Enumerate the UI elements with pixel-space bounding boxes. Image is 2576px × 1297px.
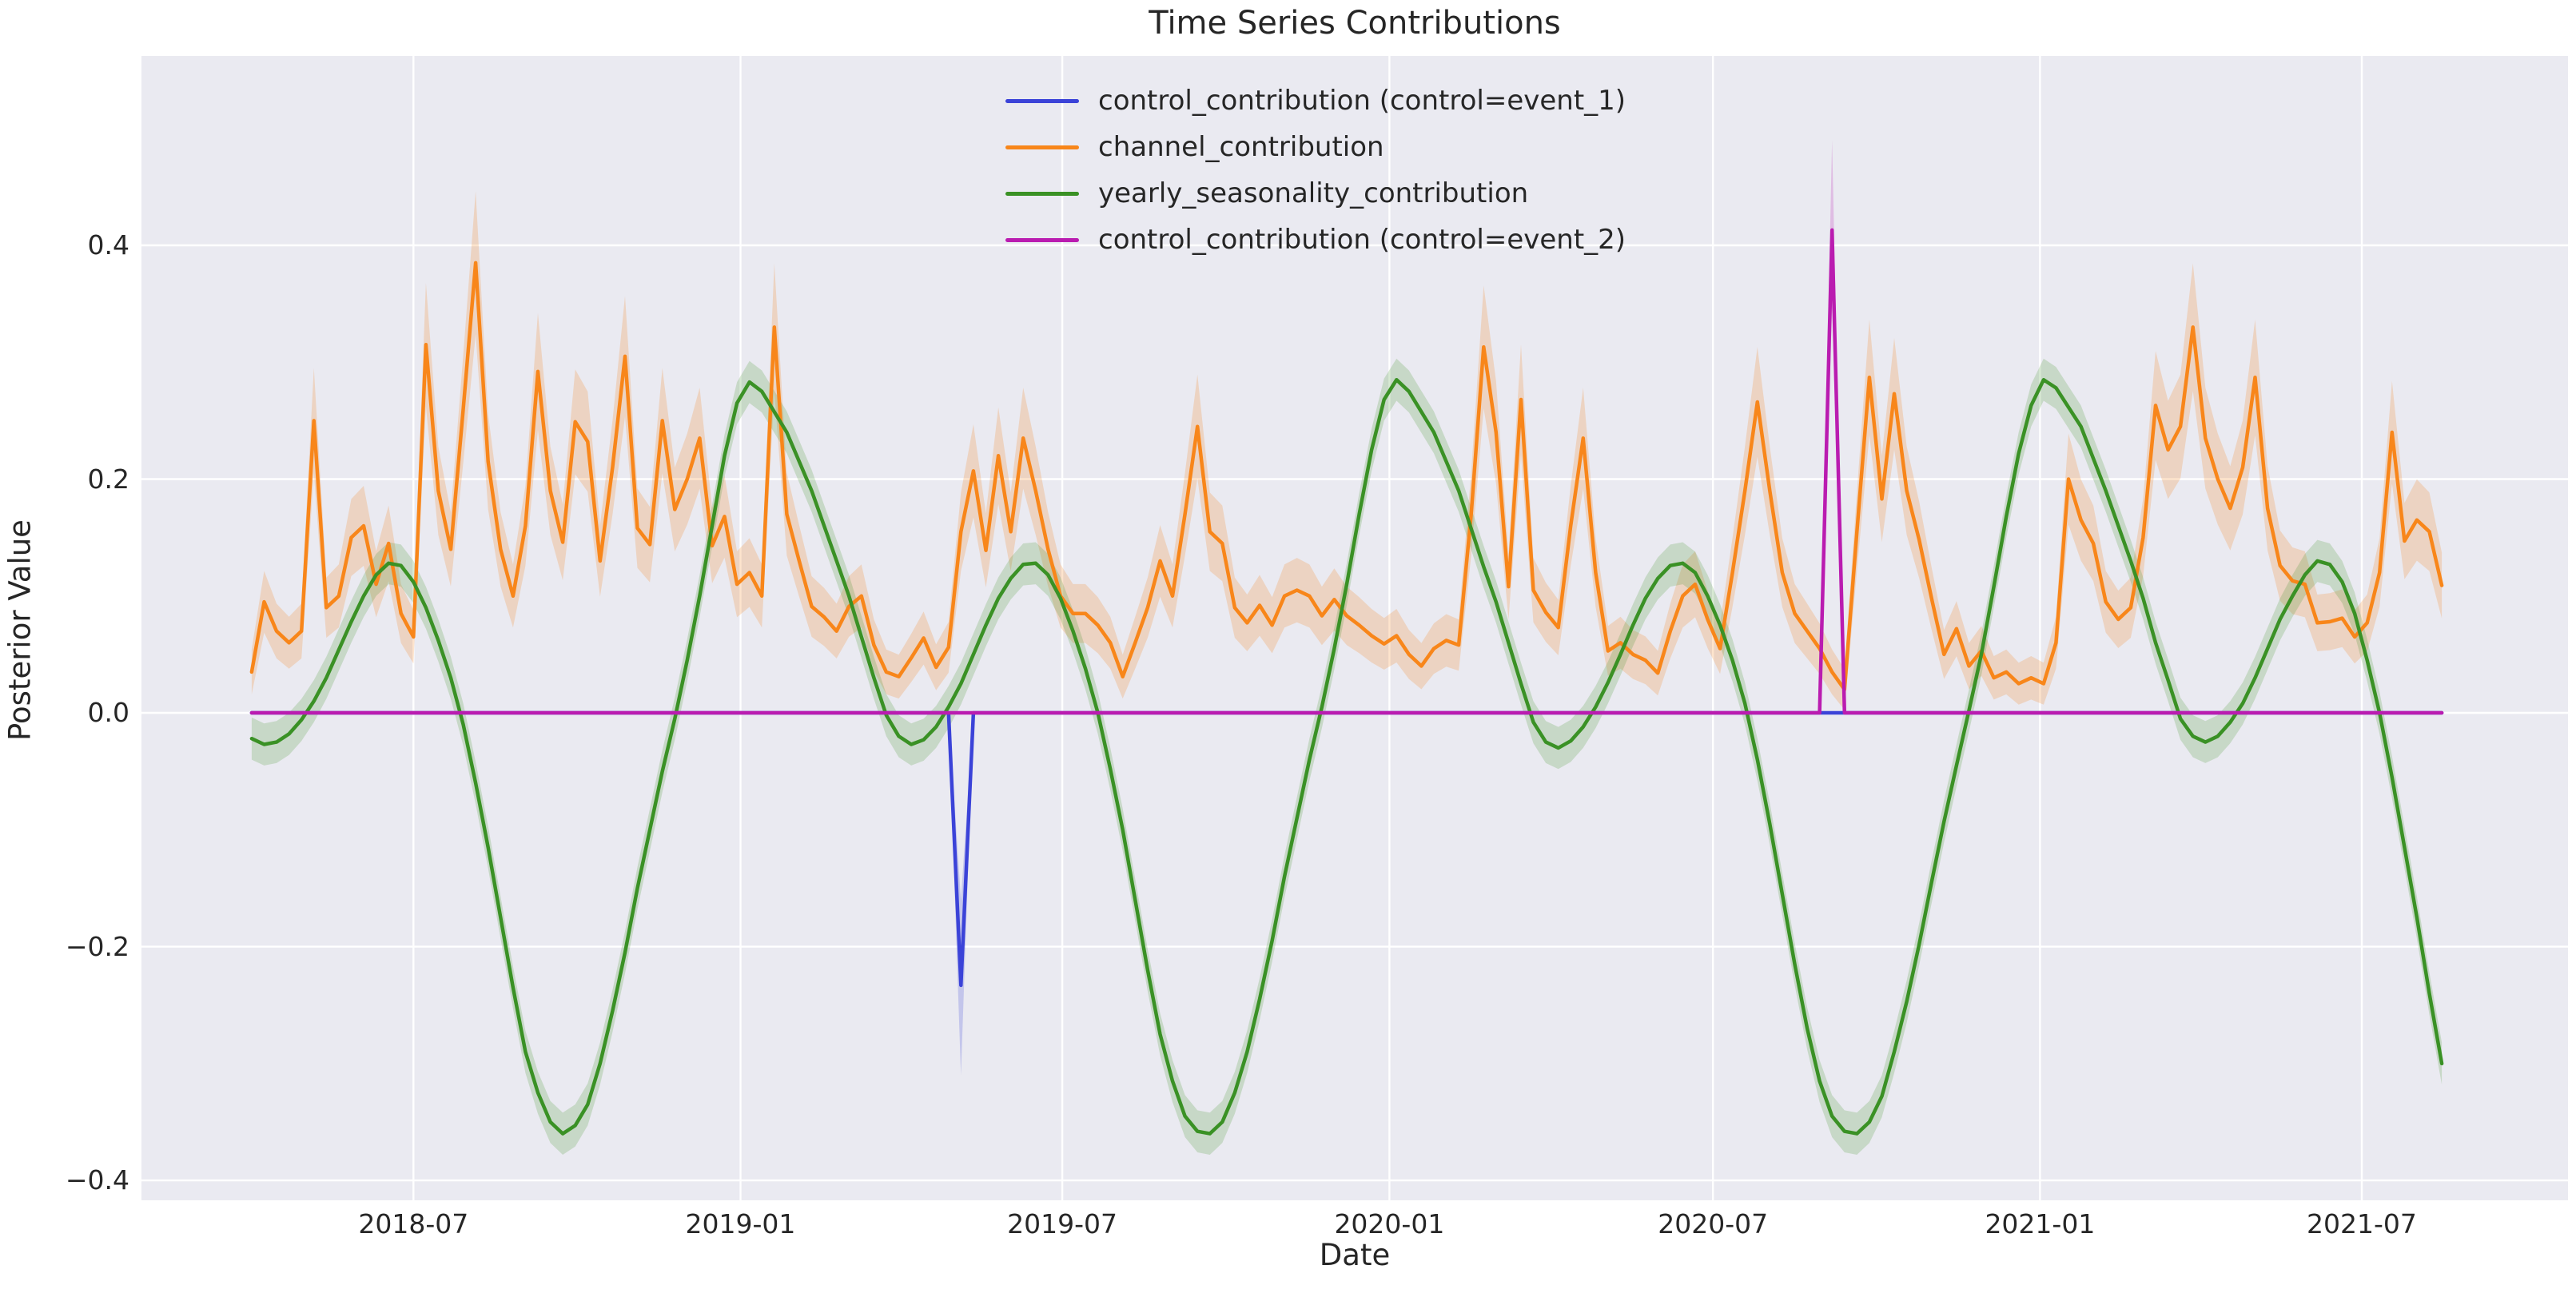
legend-line-swatch (1005, 145, 1079, 149)
legend-row-yearly_seasonality: yearly_seasonality_contribution (1005, 170, 1626, 217)
y-tick-label: 0.0 (87, 697, 129, 728)
x-tick-label: 2020-01 (1334, 1208, 1445, 1239)
y-axis-label: Posterior Value (2, 519, 38, 741)
series-line-yearly_seasonality (249, 377, 2444, 1136)
y-tick-label: −0.2 (65, 930, 129, 962)
legend-line-swatch (1005, 237, 1079, 242)
chart-title: Time Series Contributions (1149, 5, 1561, 42)
x-tick-label: 2018-07 (358, 1208, 469, 1239)
y-tick-label: 0.4 (87, 229, 129, 261)
x-tick-label: 2019-01 (685, 1208, 796, 1239)
x-tick-label: 2021-07 (2307, 1208, 2417, 1239)
x-axis-label: Date (1319, 1238, 1391, 1272)
legend-label: yearly_seasonality_contribution (1098, 177, 1529, 209)
legend-line-swatch (1005, 98, 1079, 103)
legend-label: channel_contribution (1098, 131, 1384, 163)
legend-row-control_event_2: control_contribution (control=event_2) (1005, 217, 1626, 263)
legend: control_contribution (control=event_1)ch… (1005, 78, 1626, 263)
series-band-channel (251, 191, 2443, 710)
x-tick-label: 2021-01 (1985, 1208, 2096, 1239)
series-band-control_event_1 (948, 713, 973, 1076)
x-tick-label: 2019-07 (1007, 1208, 1118, 1239)
y-tick-label: −0.4 (65, 1164, 129, 1196)
legend-label: control_contribution (control=event_2) (1098, 224, 1626, 256)
legend-line-swatch (1005, 191, 1079, 196)
plot-area (141, 56, 2568, 1200)
legend-label: control_contribution (control=event_1) (1098, 85, 1626, 117)
series-line-control_event_1 (249, 710, 2444, 988)
legend-row-control_event_1: control_contribution (control=event_1) (1005, 78, 1626, 124)
legend-row-channel: channel_contribution (1005, 124, 1626, 170)
series-line-control_event_2 (249, 228, 2444, 715)
x-tick-label: 2020-07 (1658, 1208, 1769, 1239)
series-line-channel (249, 261, 2444, 692)
y-tick-label: 0.2 (87, 463, 129, 495)
